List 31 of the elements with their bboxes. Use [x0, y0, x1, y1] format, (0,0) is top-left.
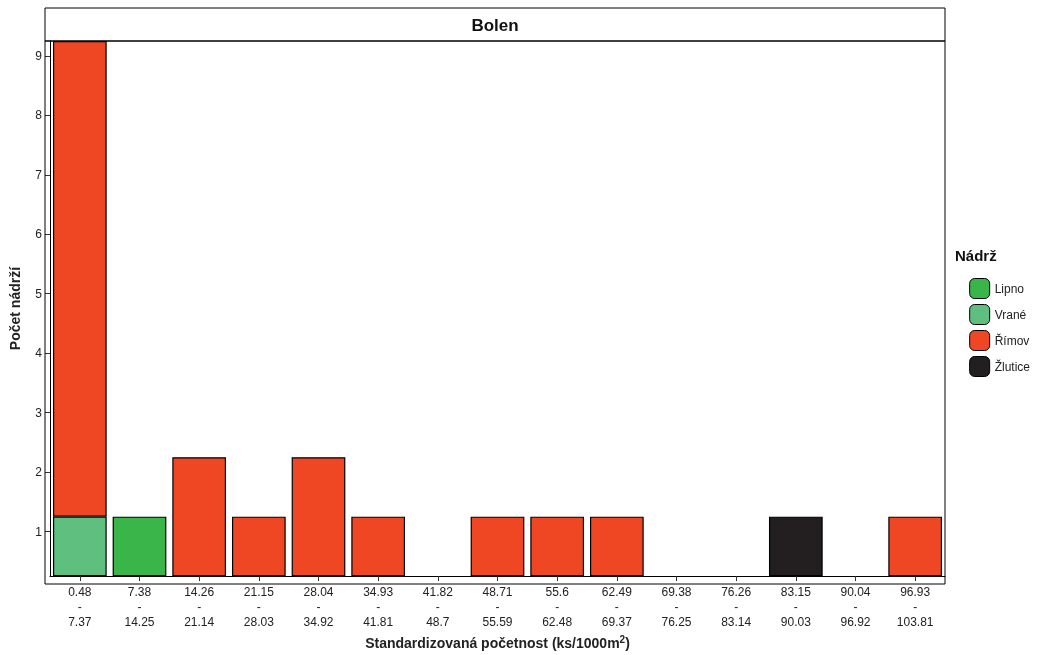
- y-tick-label: 6: [35, 227, 43, 242]
- legend-label: Žlutice: [994, 358, 1031, 374]
- y-tick-label: 7: [35, 167, 43, 182]
- y-tick-label: 8: [35, 108, 43, 123]
- y-tick-label: 2: [35, 465, 43, 480]
- x-tick-label: 34.93 - 41.81: [363, 584, 394, 629]
- y-tick-label: 4: [35, 346, 43, 361]
- x-tick-label: 0.48 - 7.37: [68, 584, 92, 629]
- x-tick-label: 96.93 - 103.81: [896, 584, 934, 629]
- legend-label: Lipno: [994, 281, 1025, 296]
- x-tick-label: 69.38 - 76.25: [661, 584, 692, 629]
- y-tick-label: 3: [35, 405, 43, 420]
- legend-label: Vrané: [994, 307, 1027, 322]
- chart-title: Bolen: [471, 15, 519, 35]
- x-tick-label: 14.26 - 21.14: [184, 584, 215, 629]
- legend-label: Římov: [994, 332, 1030, 348]
- y-tick-label: 9: [35, 48, 43, 63]
- x-tick-label: 48.71 - 55.59: [482, 584, 513, 629]
- x-tick-label: 55.6 - 62.48: [542, 584, 573, 629]
- x-tick-label: 62.49 - 69.37: [601, 584, 633, 629]
- x-tick-label: 21.15 - 28.03: [243, 584, 275, 629]
- legend-title: Nádrž: [955, 247, 997, 264]
- y-tick-label: 1: [35, 524, 43, 539]
- x-tick-label: 76.26 - 83.14: [721, 584, 752, 629]
- y-tick-label: 5: [35, 286, 43, 301]
- x-tick-label: 41.82 - 48.7: [422, 584, 454, 629]
- x-tick-label: 7.38 - 14.25: [124, 584, 155, 629]
- x-tick-label: 90.04 - 96.92: [840, 584, 871, 629]
- x-tick-label: 28.04 - 34.92: [303, 584, 334, 629]
- y-axis-title: Počet nádrží: [7, 265, 23, 351]
- x-tick-label: 83.15 - 90.03: [780, 584, 812, 629]
